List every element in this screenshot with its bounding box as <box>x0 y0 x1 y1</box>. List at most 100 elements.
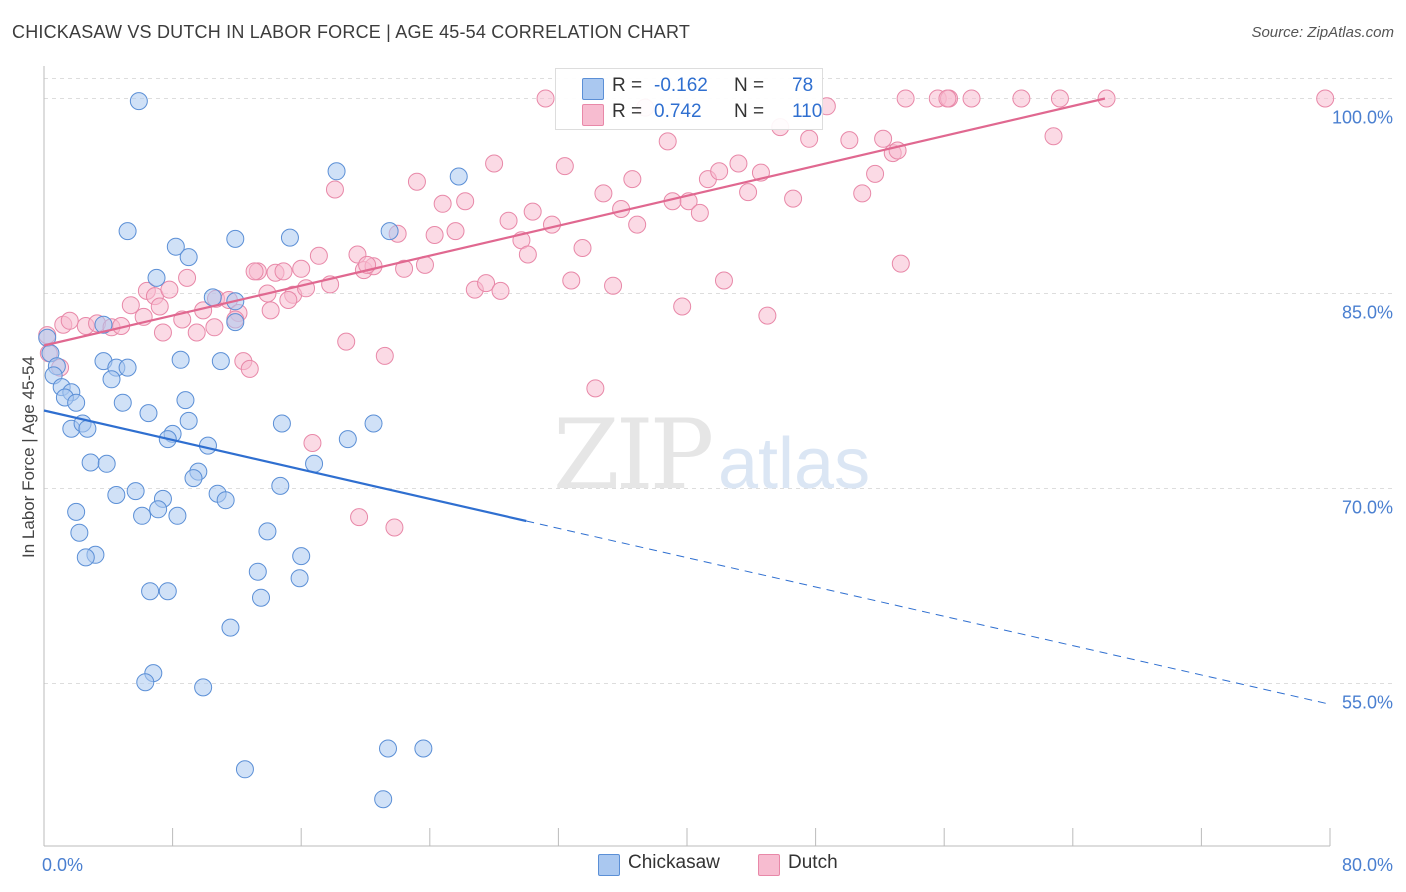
dutch-point <box>853 184 872 203</box>
dutch-point <box>245 262 264 281</box>
dutch-point <box>325 180 344 199</box>
dutch-point <box>279 291 298 309</box>
trend-lines <box>43 97 1331 705</box>
dutch-point <box>1050 89 1069 108</box>
dutch-point <box>395 259 414 278</box>
chickasaw-point <box>379 739 398 758</box>
chickasaw-point <box>216 491 235 510</box>
chickasaw-point <box>176 391 195 410</box>
dutch-point <box>800 129 819 148</box>
dutch-point <box>1012 89 1031 108</box>
chickasaw-point <box>139 404 158 423</box>
y-tick-label: 85.0% <box>1342 303 1393 323</box>
dutch-point <box>425 226 444 244</box>
dutch-point <box>673 297 692 316</box>
chickasaw-point <box>81 453 100 472</box>
chickasaw-point <box>194 678 213 697</box>
r-label: R = <box>612 101 643 122</box>
chickasaw-point <box>168 506 187 525</box>
chickasaw-point <box>141 582 160 601</box>
dutch-point <box>784 189 803 208</box>
dutch-point <box>178 268 197 287</box>
chickasaw-point <box>171 350 190 369</box>
x-tick-label-max: 80.0% <box>1342 855 1393 875</box>
watermark: ZIP atlas <box>553 399 870 511</box>
x-tick-label-min: 0.0% <box>42 855 83 875</box>
chickasaw-point <box>179 411 198 430</box>
chickasaw-point <box>449 167 468 186</box>
stats-box: R = -0.162 N = 78 R = 0.742 N = 110 <box>555 68 823 130</box>
n-label: N = <box>734 101 765 122</box>
n-label: N = <box>734 75 765 96</box>
chickasaw-points <box>38 92 468 809</box>
dutch-point <box>121 296 140 315</box>
dutch-point <box>874 129 893 148</box>
chickasaw-point <box>129 92 148 111</box>
dutch-point <box>240 359 259 378</box>
dutch-point <box>433 194 452 213</box>
chickasaw-point <box>305 454 324 473</box>
dutch-point <box>292 259 311 278</box>
chickasaw-point <box>67 502 86 521</box>
dutch-point <box>962 89 981 108</box>
chickasaw-point <box>364 414 383 433</box>
chickasaw-point <box>221 618 240 637</box>
y-tick-label: 70.0% <box>1342 498 1393 518</box>
chickasaw-point <box>97 454 116 473</box>
dutch-point <box>542 215 561 234</box>
chickasaw-point <box>133 506 152 525</box>
axes <box>43 66 1331 847</box>
dutch-point <box>375 346 394 365</box>
chickasaw-point <box>271 476 290 495</box>
chickasaw-legend-swatch <box>598 854 620 876</box>
chickasaw-point <box>272 414 291 433</box>
chickasaw-point <box>290 569 309 588</box>
chickasaw-swatch <box>582 78 604 100</box>
dutch-point <box>1097 89 1116 108</box>
chickasaw-point <box>280 228 299 247</box>
dutch-point <box>1316 89 1335 108</box>
dutch-point <box>623 170 642 189</box>
chickasaw-point <box>149 500 168 519</box>
chickasaw-point <box>414 739 433 758</box>
dutch-point <box>1044 127 1063 146</box>
dutch-point <box>573 239 592 257</box>
dutch-point <box>446 222 465 241</box>
chickasaw-point <box>327 162 346 181</box>
dutch-point <box>491 281 510 300</box>
chickasaw-point <box>179 248 198 267</box>
chickasaw-point <box>147 268 166 287</box>
chickasaw-trend-extension <box>526 520 1331 705</box>
dutch-point <box>187 323 206 342</box>
dutch-point <box>456 192 475 211</box>
dutch-point <box>628 215 647 234</box>
chickasaw-point <box>166 237 185 256</box>
chickasaw-point <box>118 358 137 377</box>
legend-label: Chickasaw <box>628 852 720 873</box>
dutch-point <box>303 434 322 452</box>
dutch-point <box>518 245 537 264</box>
dutch-point <box>758 306 777 325</box>
dutch-point <box>350 508 369 527</box>
chickasaw-point <box>102 370 121 389</box>
dutch-point <box>604 276 623 295</box>
dutch-legend-swatch <box>758 854 780 876</box>
dutch-point <box>60 311 79 330</box>
chart-title: CHICKASAW VS DUTCH IN LABOR FORCE | AGE … <box>12 22 691 42</box>
n-value: 78 <box>792 75 814 96</box>
dutch-point <box>261 301 280 320</box>
chickasaw-point <box>374 790 393 809</box>
dutch-point <box>891 254 910 273</box>
watermark-zip: ZIP <box>553 399 712 511</box>
chickasaw-point <box>184 469 203 488</box>
chickasaw-point <box>211 352 230 371</box>
chickasaw-point <box>338 430 357 449</box>
dutch-point <box>485 154 504 173</box>
chickasaw-point <box>235 760 254 779</box>
chickasaw-point <box>94 315 113 334</box>
dutch-trend-line <box>43 97 1106 347</box>
legend-label: Dutch <box>788 852 838 873</box>
chickasaw-point <box>126 482 145 501</box>
dutch-point <box>594 184 613 203</box>
dutch-point <box>840 131 859 150</box>
